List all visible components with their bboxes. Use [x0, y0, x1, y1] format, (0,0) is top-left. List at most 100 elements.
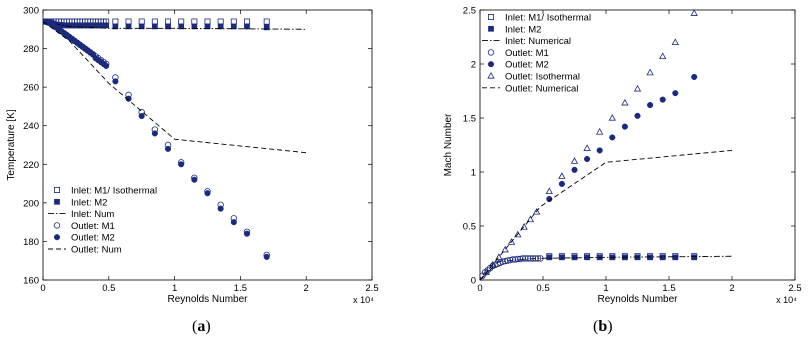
panel-label-b: (b) — [593, 318, 613, 335]
y-tick-label: 180 — [23, 237, 39, 248]
y-tick-label: 0.5 — [463, 222, 476, 233]
legend-label: Outlet: M1 — [505, 48, 549, 59]
series-inlet-num — [42, 21, 307, 30]
x-tick-label: 1 — [603, 283, 608, 294]
data-point — [520, 223, 528, 230]
data-point — [263, 24, 270, 31]
data-point — [217, 205, 224, 212]
data-point — [204, 18, 211, 25]
x-tick-label: 2 — [304, 283, 309, 294]
legend-label: Inlet: M2 — [505, 24, 541, 35]
x-tick-label: 2.5 — [365, 283, 378, 294]
data-point — [488, 260, 497, 268]
data-point — [647, 101, 654, 109]
y-axis-label: Mach Number — [443, 113, 454, 176]
data-point — [244, 23, 250, 30]
y-tick-label: 260 — [23, 83, 39, 94]
x-tick-label: 0.5 — [536, 283, 549, 294]
data-point — [165, 23, 171, 30]
data-point — [634, 112, 641, 119]
data-point — [690, 9, 698, 16]
data-point — [230, 18, 237, 25]
data-point — [138, 113, 145, 120]
data-point — [524, 255, 532, 262]
data-point — [482, 268, 490, 276]
y-tick-label: 200 — [23, 198, 39, 209]
data-point — [178, 18, 185, 25]
data-point — [570, 157, 579, 164]
data-point — [514, 255, 521, 263]
data-point — [138, 23, 145, 30]
data-point — [164, 145, 172, 152]
data-point — [178, 23, 185, 30]
series-inlet-numerical — [479, 255, 733, 281]
data-point — [533, 207, 541, 215]
legend-label: Inlet: M2 — [71, 197, 107, 208]
legend-label: Outlet: M1 — [71, 221, 115, 232]
data-point — [103, 62, 110, 69]
data-point — [507, 238, 516, 245]
y-tick-label: 220 — [23, 160, 39, 171]
data-point — [672, 254, 679, 261]
data-point — [191, 18, 198, 25]
legend-label: Inlet: Num — [71, 209, 114, 220]
y-tick-label: 0 — [471, 276, 476, 287]
legend-label: Outlet: M2 — [505, 60, 549, 71]
legend-label: Outlet: Num — [71, 245, 122, 256]
y-tick-label: 2.5 — [463, 6, 476, 17]
series-line — [479, 255, 733, 281]
data-point — [243, 18, 250, 25]
data-point — [527, 255, 534, 262]
data-point — [138, 18, 145, 25]
y-tick-label: 240 — [23, 121, 39, 132]
data-point — [558, 172, 566, 179]
data-point — [243, 230, 251, 237]
data-point — [526, 215, 535, 223]
legend-marker — [487, 13, 494, 20]
data-point — [204, 190, 211, 197]
data-point — [608, 113, 616, 121]
data-point — [609, 134, 616, 141]
legend-label: Inlet: M1/ Isothermal — [71, 186, 157, 197]
data-point — [125, 95, 132, 102]
data-point — [691, 73, 698, 81]
x-tick-label: 0 — [477, 283, 482, 294]
x-tick-label: 1 — [172, 283, 177, 294]
data-point — [230, 219, 237, 226]
x-tick-label: 0 — [40, 283, 45, 294]
x-tick-label: 0.5 — [102, 283, 115, 294]
data-point — [501, 245, 509, 253]
data-point — [583, 144, 591, 151]
data-point — [633, 84, 642, 92]
data-point — [545, 187, 553, 195]
data-point — [514, 230, 522, 238]
data-point — [659, 52, 667, 60]
data-point — [517, 255, 524, 263]
legend-marker — [487, 71, 495, 79]
plot-frame — [42, 9, 373, 281]
data-point — [529, 255, 537, 262]
data-point — [178, 161, 185, 168]
legend-label: Outlet: Isothermal — [505, 72, 580, 83]
data-point — [691, 254, 698, 261]
data-point — [112, 18, 119, 25]
legend-marker — [53, 222, 61, 229]
series-outlet-num — [42, 21, 307, 154]
data-point — [125, 23, 132, 30]
data-point — [519, 255, 527, 262]
x-axis-label: Reynolds Number — [597, 294, 678, 305]
data-point — [584, 155, 591, 163]
y-tick-label: 1 — [471, 168, 476, 179]
data-point — [151, 130, 158, 137]
data-point — [522, 255, 529, 262]
legend-marker — [54, 186, 61, 193]
data-point — [191, 23, 198, 30]
x-axis-label: Reynolds Number — [167, 294, 248, 305]
data-point — [571, 254, 578, 261]
data-point — [537, 255, 544, 262]
x-tick-label: 1.5 — [662, 283, 675, 294]
data-point — [672, 90, 679, 97]
